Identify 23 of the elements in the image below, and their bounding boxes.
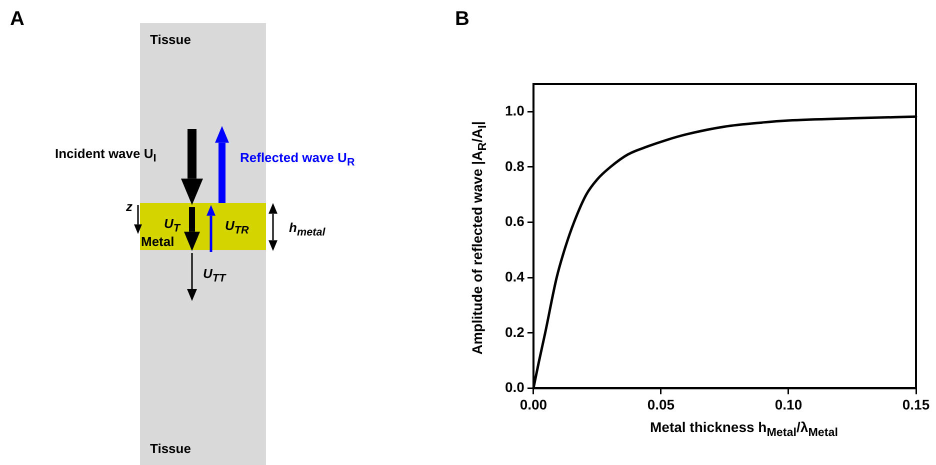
text: U$_{TT}$ xyxy=(203,266,226,287)
x-tick-label: 0.10 xyxy=(774,396,802,412)
chart-title: B xyxy=(455,8,470,31)
text: h$_{metal}$ xyxy=(289,220,326,241)
x-axis-title: Metal thickness h$_{Metal}$/λ$_{Metal}$ xyxy=(650,419,838,440)
y-tick-label: 0.0 xyxy=(504,379,525,396)
text: z xyxy=(126,199,132,214)
y-tick-label: 1.0 xyxy=(504,102,525,119)
y-tick-label: 0.4 xyxy=(504,268,525,284)
y-tick-label: 0.6 xyxy=(504,213,525,230)
text: Metal xyxy=(141,234,174,249)
text: Tissue xyxy=(150,441,191,456)
x-tick-label: 0.05 xyxy=(647,396,675,412)
x-tick-label: 0.15 xyxy=(902,396,930,412)
text: Tissue xyxy=(150,32,191,47)
text: U$_{TR}$ xyxy=(225,218,249,239)
text: Incident wave U$_{I}$ xyxy=(55,146,156,167)
y-tick-label: 0.8 xyxy=(504,158,525,174)
y-tick-label: 0.2 xyxy=(504,324,525,340)
text: U$_{T}$ xyxy=(164,216,180,235)
text: A xyxy=(10,8,24,31)
text: Reflected wave U$_{R}$ xyxy=(240,150,355,171)
x-tick-label: 0.00 xyxy=(520,396,548,412)
